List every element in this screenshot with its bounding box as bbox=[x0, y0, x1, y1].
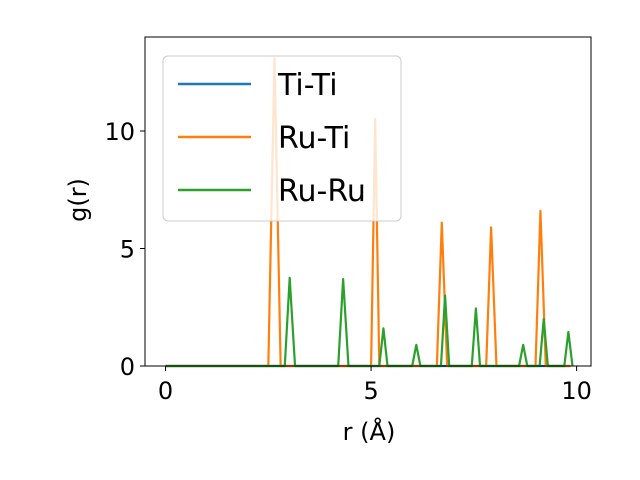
y-axis-label: g(r) bbox=[64, 178, 92, 222]
series-line-ru-ru bbox=[165, 276, 574, 368]
series-line-ru-ti bbox=[165, 57, 571, 368]
plot-area-border bbox=[144, 36, 592, 367]
x-tick-label: 5 bbox=[363, 377, 378, 405]
legend-box bbox=[162, 55, 402, 222]
x-tick-label: 10 bbox=[561, 377, 592, 405]
ticks: 0 5 10 0 5 10 bbox=[104, 118, 591, 405]
legend-label-ti-ti: Ti-Ti bbox=[277, 68, 338, 103]
legend: Ti-Ti Ru-Ti Ru-Ru bbox=[162, 55, 402, 222]
x-axis-label: r (Å) bbox=[343, 417, 396, 446]
legend-label-ru-ru: Ru-Ru bbox=[278, 174, 366, 209]
legend-label-ru-ti: Ru-Ti bbox=[278, 121, 350, 156]
plot-frame bbox=[144, 36, 592, 367]
y-tick-label: 10 bbox=[104, 118, 135, 146]
x-tick-label: 0 bbox=[158, 377, 173, 405]
y-tick-label: 5 bbox=[120, 236, 135, 264]
y-tick-label: 0 bbox=[120, 353, 135, 381]
